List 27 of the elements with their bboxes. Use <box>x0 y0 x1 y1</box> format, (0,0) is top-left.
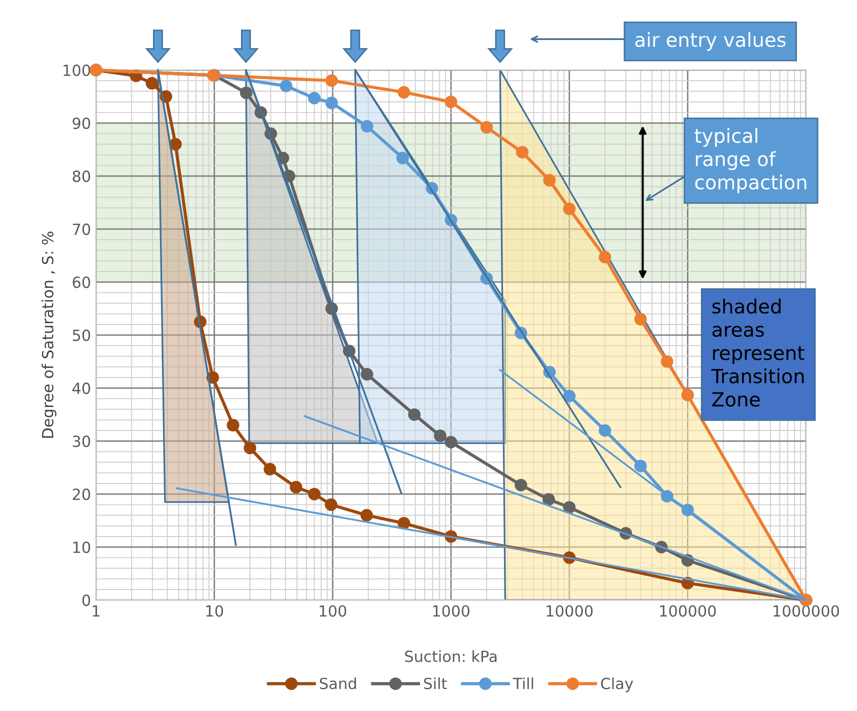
x-tick-label: 100 <box>320 605 346 617</box>
y-tick-label: 30 <box>72 436 90 448</box>
y-tick-label: 100 <box>64 64 90 76</box>
x-tick-label: 1000 <box>433 605 470 617</box>
y-tick-label: 10 <box>73 542 90 554</box>
y-axis-title: Degree of Saturation , S: % <box>42 232 56 438</box>
legend-label: Silt <box>424 677 447 690</box>
y-tick-label: 40 <box>72 382 90 394</box>
text: air entry values <box>635 32 786 51</box>
y-tick-label: 60 <box>72 276 90 288</box>
y-tick-label: 20 <box>72 488 90 500</box>
y-tick-label: 50 <box>72 330 90 342</box>
y-tick-label: 70 <box>72 224 90 236</box>
y-tick-label: 90 <box>72 118 90 130</box>
x-tick-label: 1 <box>92 605 100 617</box>
annotation: typical range of compaction <box>694 128 806 194</box>
annotation: shaded areas represent Transition Zone <box>711 298 804 407</box>
legend-label: Clay <box>601 677 634 692</box>
y-tick-label: 80 <box>72 170 90 182</box>
x-tick-label: 10000 <box>546 605 593 617</box>
x-tick-label: 1000000 <box>774 605 840 617</box>
y-tick-label: 0 <box>82 594 90 606</box>
x-tick-label: 100000 <box>660 605 716 617</box>
x-tick-label: 10 <box>206 605 224 617</box>
legend-label: Till <box>512 677 534 690</box>
x-axis-title: Suction: kPa <box>405 650 497 662</box>
legend-label: Sand <box>320 677 356 690</box>
